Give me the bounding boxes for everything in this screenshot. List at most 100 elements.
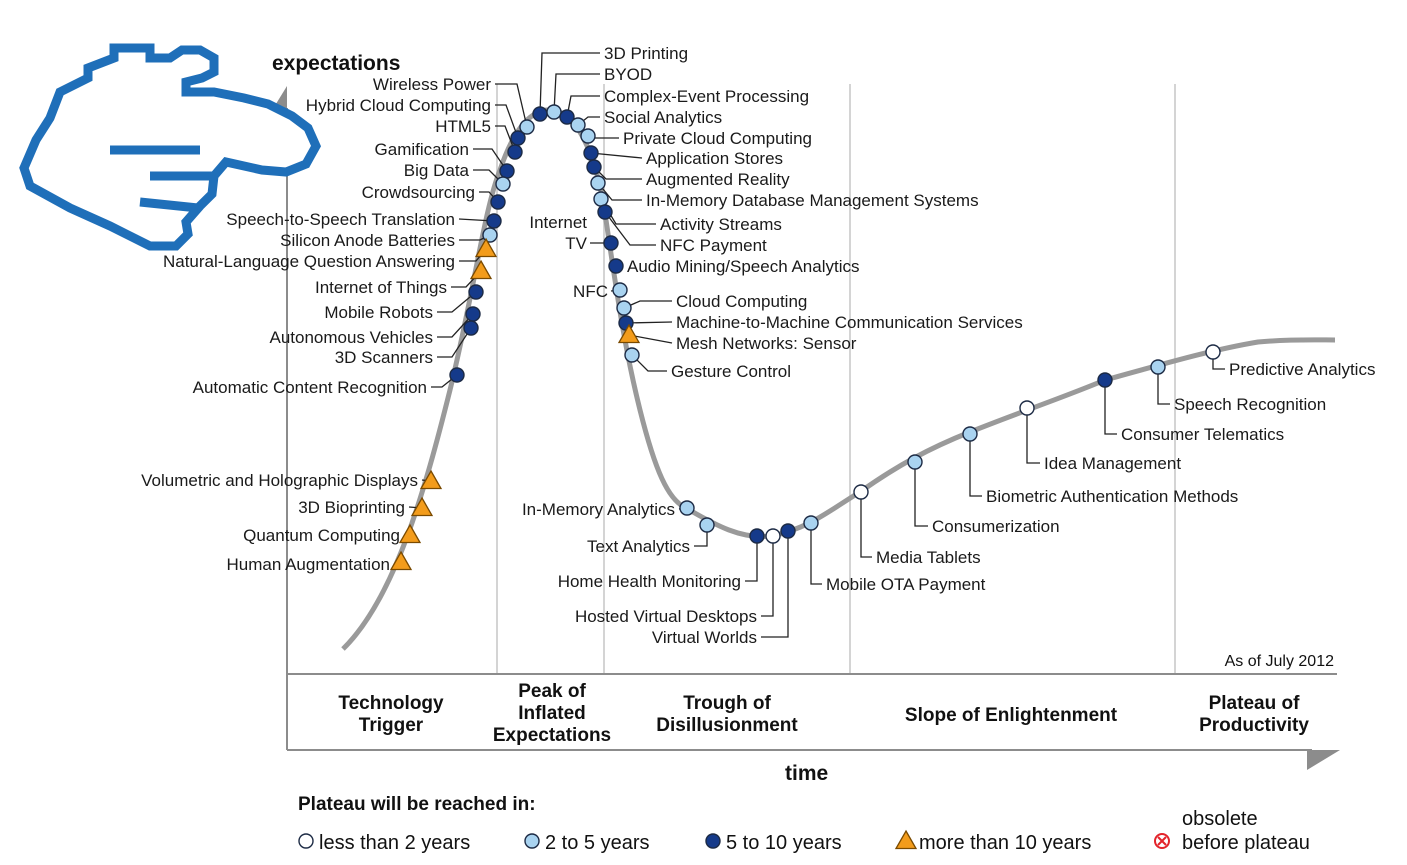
leader-nfc-payment xyxy=(604,211,656,246)
marker-in-memory-database-management-systems xyxy=(590,175,606,191)
marker-gesture-control xyxy=(624,347,640,363)
marker-consumer-telematics xyxy=(1097,372,1113,388)
marker-mobile-robots xyxy=(468,284,484,300)
leader-3d-scanners xyxy=(437,327,472,358)
legend-item-gt10: more than 10 years xyxy=(894,829,1091,854)
label-social-analytics: Social Analytics xyxy=(604,108,722,127)
leader-mobile-ota-payment xyxy=(810,523,822,585)
label-predictive-analytics: Predictive Analytics xyxy=(1229,360,1375,379)
marker-text-analytics xyxy=(699,517,715,533)
label-line: TV xyxy=(565,234,587,253)
label-nfc: NFC xyxy=(573,282,608,301)
leader-consumerization xyxy=(914,462,928,527)
marker-html5 xyxy=(507,144,523,160)
marker-internet-of-things xyxy=(469,259,493,280)
legend: Plateau will be reached in: less than 2 y… xyxy=(298,794,1310,854)
leader-hosted-virtual-desktops xyxy=(761,536,774,617)
label-complex-event-processing: Complex-Event Processing xyxy=(604,87,809,106)
label-mobile-robots: Mobile Robots xyxy=(324,303,433,322)
label-consumerization: Consumerization xyxy=(932,517,1060,536)
marker-mesh-networks-sensor xyxy=(617,323,641,344)
phase-technology-trigger: Technology Trigger xyxy=(338,693,444,736)
phase-labels: Technology Trigger Peak of Inflated Expectat… xyxy=(338,681,1309,746)
axes xyxy=(271,86,1340,770)
marker-autonomous-vehicles xyxy=(465,306,481,322)
marker-big-data xyxy=(495,176,511,192)
marker-hosted-virtual-desktops xyxy=(765,528,781,544)
leader-virtual-worlds xyxy=(761,531,789,638)
label-application-stores: Application Stores xyxy=(646,149,783,168)
marker-crowdsourcing xyxy=(490,194,506,210)
marker-predictive-analytics xyxy=(1205,344,1221,360)
marker-cloud-computing xyxy=(616,300,632,316)
marker-byod xyxy=(546,104,562,120)
marker-media-tablets xyxy=(853,484,869,500)
leader-media-tablets xyxy=(860,492,872,558)
leader-speech-recognition xyxy=(1157,367,1170,405)
phase-line: Plateau of xyxy=(1209,693,1300,714)
marker-automatic-content-recognition xyxy=(449,367,465,383)
hand-finger-line xyxy=(139,197,199,213)
marker-application-stores xyxy=(583,145,599,161)
label-consumer-telematics: Consumer Telematics xyxy=(1121,425,1284,444)
label-augmented-reality: Augmented Reality xyxy=(646,170,790,189)
label-nfc-payment: NFC Payment xyxy=(660,236,767,255)
marker-complex-event-processing xyxy=(559,109,575,125)
marker-natural-language-question-answering xyxy=(474,237,498,258)
label-in-memory-analytics: In-Memory Analytics xyxy=(522,500,675,519)
label-quantum-computing: Quantum Computing xyxy=(243,526,400,545)
legend-marker-lt2 xyxy=(298,833,314,849)
label-audio-mining-speech-analytics: Audio Mining/Speech Analytics xyxy=(627,257,859,276)
label-activity-streams: Activity Streams xyxy=(660,215,782,234)
label-crowdsourcing: Crowdsourcing xyxy=(362,183,475,202)
label-autonomous-vehicles: Autonomous Vehicles xyxy=(270,328,434,347)
label-virtual-worlds: Virtual Worlds xyxy=(652,628,757,647)
label-machine-to-machine-communication-services: Machine-to-Machine Communication Service… xyxy=(676,313,1023,332)
leader-wireless-power xyxy=(495,83,528,128)
label-media-tablets: Media Tablets xyxy=(876,548,981,567)
phase-line: Expectations xyxy=(493,725,611,746)
pointing-hand-icon xyxy=(19,43,322,251)
leader-autonomous-vehicles xyxy=(437,313,474,338)
legend-item-lt2: less than 2 years xyxy=(298,832,470,854)
marker-3d-printing xyxy=(532,106,548,122)
label-3d-bioprinting: 3D Bioprinting xyxy=(298,498,405,517)
leader-mobile-robots xyxy=(437,291,477,313)
marker-audio-mining-speech-analytics xyxy=(608,258,624,274)
marker-mobile-ota-payment xyxy=(803,515,819,531)
marker-consumerization xyxy=(907,454,923,470)
phase-line: Technology xyxy=(338,693,444,714)
legend-item-5to10: 5 to 10 years xyxy=(705,832,842,854)
label-automatic-content-recognition: Automatic Content Recognition xyxy=(193,378,427,397)
legend-label: 2 to 5 years xyxy=(545,832,650,854)
leader-consumer-telematics xyxy=(1104,380,1117,435)
legend-label: less than 2 years xyxy=(319,832,470,854)
label-leaders xyxy=(393,52,1225,638)
label-internet-tv: Internet TV xyxy=(529,213,587,253)
marker-virtual-worlds xyxy=(780,523,796,539)
label-line: Internet xyxy=(529,213,587,232)
phase-trough-of-disillusionment: Trough of Disillusionment xyxy=(656,693,798,736)
label-home-health-monitoring: Home Health Monitoring xyxy=(558,572,741,591)
marker-wireless-power xyxy=(519,119,535,135)
legend-marker-gt10 xyxy=(894,829,918,850)
marker-activity-streams xyxy=(593,191,609,207)
label-cloud-computing: Cloud Computing xyxy=(676,292,807,311)
marker-gamification xyxy=(499,163,515,179)
phase-line: Peak of xyxy=(518,681,586,702)
x-axis-title: time xyxy=(785,762,828,785)
leader-application-stores xyxy=(590,152,643,159)
label-human-augmentation: Human Augmentation xyxy=(227,555,391,574)
leader-3d-printing xyxy=(539,52,600,115)
marker-in-memory-analytics xyxy=(679,500,695,516)
leader-byod xyxy=(553,73,600,113)
label-private-cloud-computing: Private Cloud Computing xyxy=(623,129,812,148)
phase-plateau-of-productivity: Plateau of Productivity xyxy=(1199,693,1309,736)
legend-marker-obsolete xyxy=(1154,833,1170,849)
label-natural-language-question-answering: Natural-Language Question Answering xyxy=(163,252,455,271)
technology-labels: Wireless Power Hybrid Cloud Computing HTML… xyxy=(141,44,1375,647)
phase-slope-of-enlightenment: Slope of Enlightenment xyxy=(905,705,1118,726)
label-3d-printing: 3D Printing xyxy=(604,44,688,63)
phase-peak-of-inflated-expectations: Peak of Inflated Expectations xyxy=(493,681,611,746)
